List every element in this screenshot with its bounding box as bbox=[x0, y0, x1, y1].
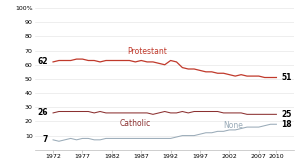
Text: 7: 7 bbox=[43, 135, 48, 144]
Text: 18: 18 bbox=[281, 120, 292, 129]
Text: None: None bbox=[223, 121, 243, 130]
Text: 62: 62 bbox=[38, 57, 48, 66]
Text: 25: 25 bbox=[281, 110, 292, 119]
Text: Protestant: Protestant bbox=[127, 47, 167, 56]
Text: Catholic: Catholic bbox=[120, 119, 151, 128]
Text: 51: 51 bbox=[281, 73, 292, 82]
Text: 26: 26 bbox=[38, 108, 48, 117]
